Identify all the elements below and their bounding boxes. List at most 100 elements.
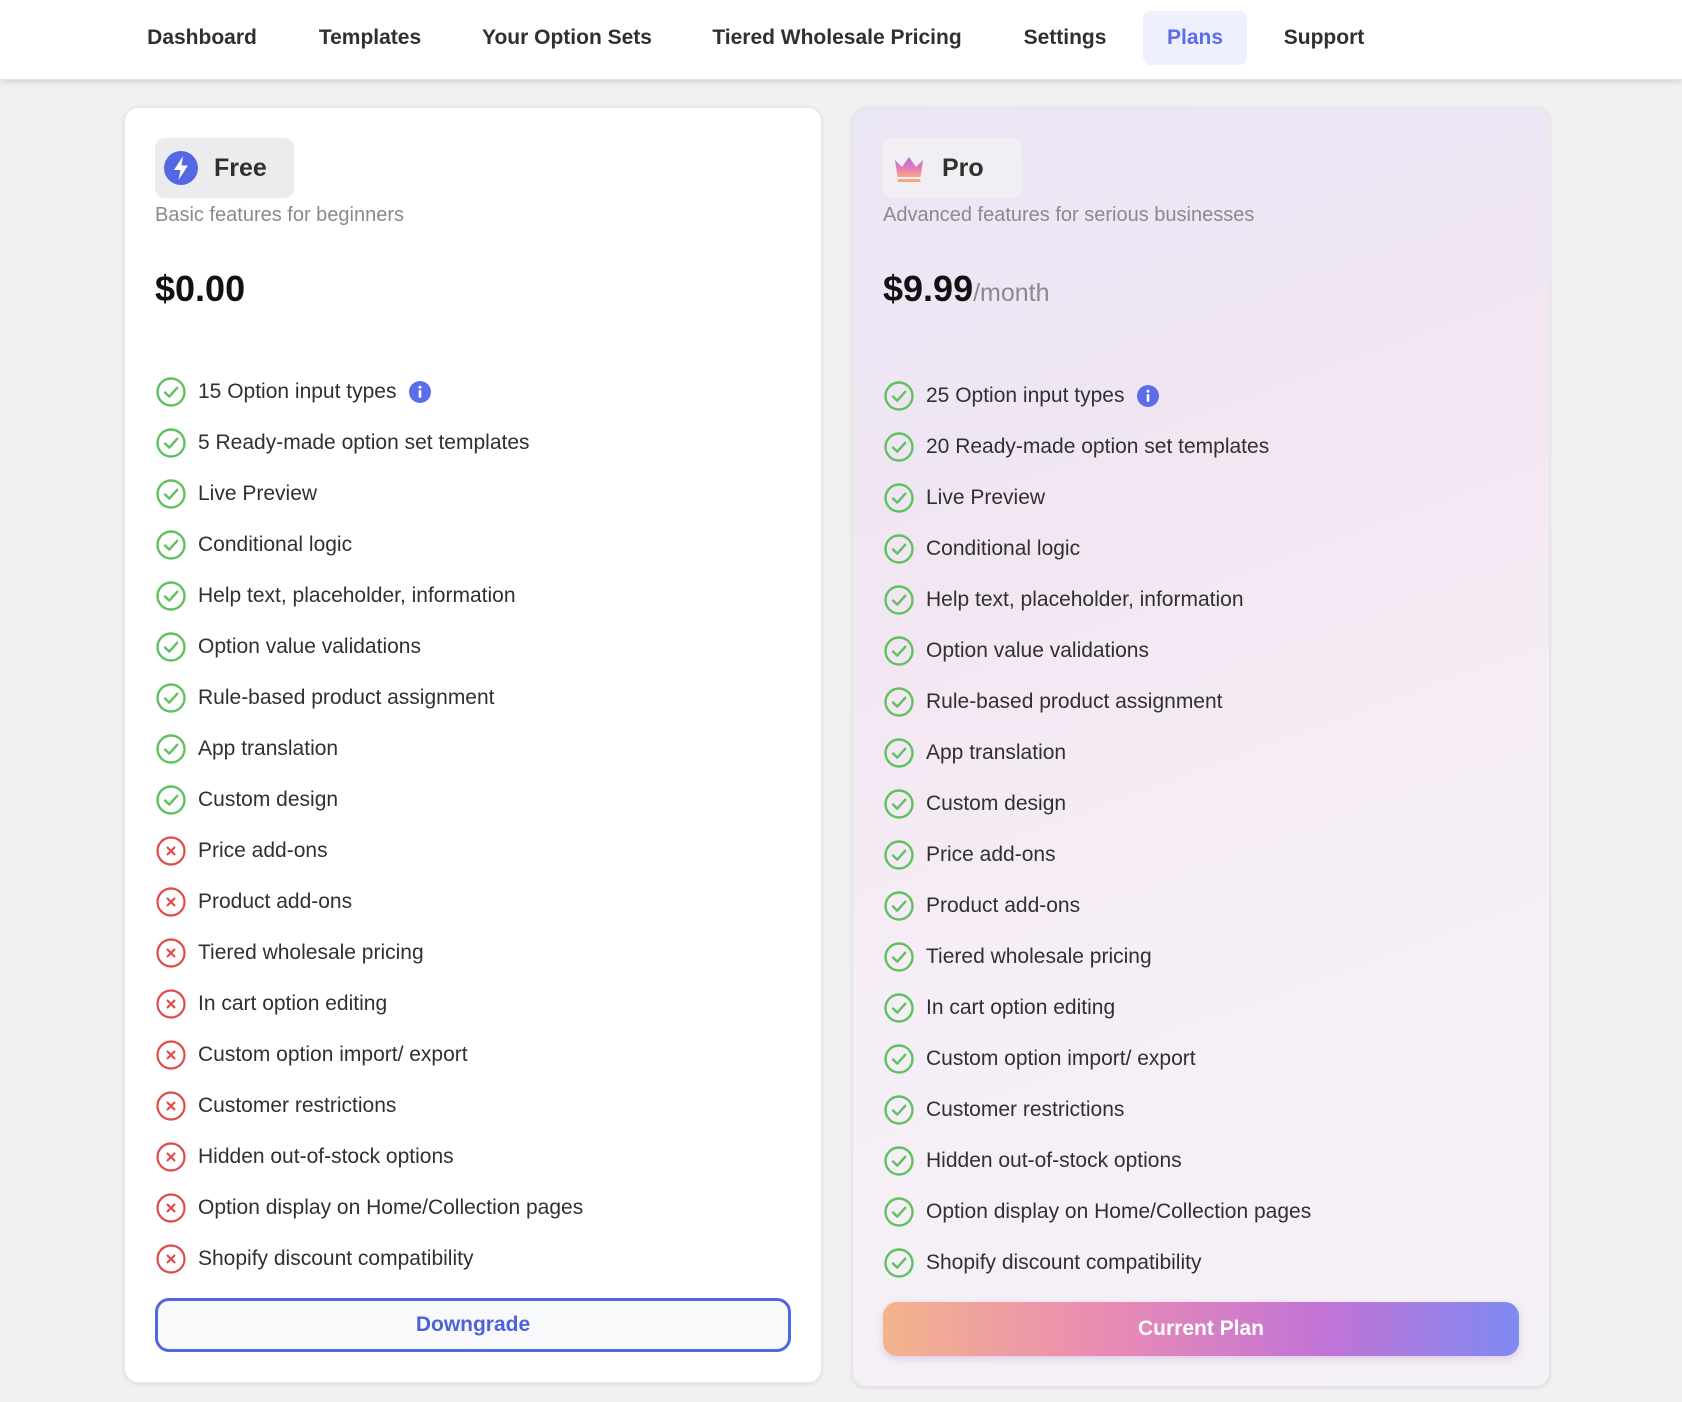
feature-label: Tiered wholesale pricing bbox=[198, 940, 424, 964]
feature-label: Option value validations bbox=[198, 634, 421, 658]
info-icon[interactable] bbox=[1136, 384, 1160, 408]
tab-support[interactable]: Support bbox=[1283, 26, 1365, 49]
x-circle-icon bbox=[156, 1141, 186, 1172]
tab-plans[interactable]: Plans bbox=[1143, 11, 1247, 65]
feature-item: Option display on Home/Collection pages bbox=[155, 1182, 583, 1233]
check-circle-icon bbox=[884, 584, 914, 615]
check-circle-icon bbox=[884, 1043, 914, 1074]
free-plan-name: Free bbox=[214, 153, 267, 182]
feature-item: Conditional logic bbox=[155, 519, 583, 570]
check-circle-icon bbox=[156, 682, 186, 713]
check-circle-icon bbox=[884, 1196, 914, 1227]
feature-item: Help text, placeholder, information bbox=[883, 574, 1311, 625]
feature-label: Help text, placeholder, information bbox=[926, 587, 1244, 611]
feature-item: Customer restrictions bbox=[883, 1084, 1311, 1135]
feature-item: Shopify discount compatibility bbox=[883, 1237, 1311, 1288]
feature-item: Option display on Home/Collection pages bbox=[883, 1186, 1311, 1237]
lightning-icon bbox=[164, 151, 198, 185]
pro-price-amount: $9.99 bbox=[883, 268, 974, 309]
pro-plan-name: Pro bbox=[942, 153, 984, 182]
check-circle-icon bbox=[156, 631, 186, 662]
feature-label: Price add-ons bbox=[198, 838, 328, 862]
feature-label: Tiered wholesale pricing bbox=[926, 944, 1152, 968]
check-circle-icon bbox=[156, 427, 186, 458]
tab-templates[interactable]: Templates bbox=[318, 26, 422, 49]
crown-icon bbox=[895, 157, 923, 182]
feature-label: Product add-ons bbox=[926, 893, 1081, 917]
pro-plan-chip: Pro bbox=[883, 138, 1022, 198]
feature-item: Custom option import/ export bbox=[155, 1029, 583, 1080]
free-plan-card: Free Basic features for beginners $0.00 … bbox=[124, 107, 822, 1383]
check-circle-icon bbox=[156, 784, 186, 815]
feature-label: Option value validations bbox=[926, 638, 1149, 662]
feature-label: Custom design bbox=[198, 787, 339, 811]
feature-item: Custom design bbox=[155, 774, 583, 825]
feature-item: Tiered wholesale pricing bbox=[883, 931, 1311, 982]
check-circle-icon bbox=[884, 1094, 914, 1125]
feature-item: 25 Option input types bbox=[883, 370, 1311, 421]
current-plan-button[interactable]: Current Plan bbox=[883, 1302, 1519, 1356]
feature-label: App translation bbox=[926, 740, 1067, 764]
feature-item: Option value validations bbox=[883, 625, 1311, 676]
feature-item: App translation bbox=[155, 723, 583, 774]
pro-plan-price: $9.99/month bbox=[883, 268, 1050, 310]
tab-your-option-sets[interactable]: Your Option Sets bbox=[482, 26, 652, 49]
feature-label: Hidden out-of-stock options bbox=[198, 1144, 454, 1168]
feature-item: Rule-based product assignment bbox=[883, 676, 1311, 727]
check-circle-icon bbox=[156, 580, 186, 611]
feature-item: 15 Option input types bbox=[155, 366, 583, 417]
x-circle-icon bbox=[156, 886, 186, 917]
x-circle-icon bbox=[156, 1090, 186, 1121]
feature-item: Custom option import/ export bbox=[883, 1033, 1311, 1084]
feature-item: Custom design bbox=[883, 778, 1311, 829]
x-circle-icon bbox=[156, 1192, 186, 1223]
feature-label: 25 Option input types bbox=[926, 383, 1125, 407]
feature-label: Custom option import/ export bbox=[926, 1046, 1196, 1070]
tab-dashboard[interactable]: Dashboard bbox=[147, 26, 257, 49]
free-feature-list: 15 Option input types 5 Ready-made option… bbox=[155, 366, 583, 1284]
feature-label: Custom design bbox=[926, 791, 1067, 815]
feature-item: 20 Ready-made option set templates bbox=[883, 421, 1311, 472]
feature-item: Price add-ons bbox=[155, 825, 583, 876]
check-circle-icon bbox=[884, 941, 914, 972]
check-circle-icon bbox=[156, 529, 186, 560]
check-circle-icon bbox=[884, 482, 914, 513]
feature-item: Shopify discount compatibility bbox=[155, 1233, 583, 1284]
feature-label: 15 Option input types bbox=[198, 379, 397, 403]
free-plan-chip: Free bbox=[155, 138, 294, 198]
x-circle-icon bbox=[156, 988, 186, 1019]
feature-item: Help text, placeholder, information bbox=[155, 570, 583, 621]
feature-label: Help text, placeholder, information bbox=[198, 583, 516, 607]
check-circle-icon bbox=[156, 478, 186, 509]
pro-plan-subtitle: Advanced features for serious businesses bbox=[883, 204, 1255, 226]
feature-label: Shopify discount compatibility bbox=[926, 1250, 1202, 1274]
downgrade-button[interactable]: Downgrade bbox=[155, 1298, 791, 1352]
feature-label: Shopify discount compatibility bbox=[198, 1246, 474, 1270]
free-plan-price: $0.00 bbox=[155, 268, 245, 310]
check-circle-icon bbox=[884, 890, 914, 921]
check-circle-icon bbox=[884, 788, 914, 819]
check-circle-icon bbox=[884, 992, 914, 1023]
feature-label: Rule-based product assignment bbox=[198, 685, 495, 709]
tab-settings[interactable]: Settings bbox=[1023, 26, 1107, 49]
check-circle-icon bbox=[884, 635, 914, 666]
feature-item: Option value validations bbox=[155, 621, 583, 672]
tab-tiered-wholesale-pricing[interactable]: Tiered Wholesale Pricing bbox=[712, 26, 962, 49]
feature-label: Hidden out-of-stock options bbox=[926, 1148, 1182, 1172]
x-circle-icon bbox=[156, 835, 186, 866]
check-circle-icon bbox=[884, 1247, 914, 1278]
feature-item: Hidden out-of-stock options bbox=[883, 1135, 1311, 1186]
free-plan-subtitle: Basic features for beginners bbox=[155, 204, 405, 226]
feature-item: App translation bbox=[883, 727, 1311, 778]
feature-item: In cart option editing bbox=[155, 978, 583, 1029]
check-circle-icon bbox=[884, 686, 914, 717]
free-price-amount: $0.00 bbox=[155, 268, 246, 309]
info-icon[interactable] bbox=[408, 380, 432, 404]
top-navigation: Dashboard Templates Your Option Sets Tie… bbox=[0, 0, 1682, 80]
feature-item: Tiered wholesale pricing bbox=[155, 927, 583, 978]
feature-item: Live Preview bbox=[883, 472, 1311, 523]
feature-item: Price add-ons bbox=[883, 829, 1311, 880]
feature-item: Live Preview bbox=[155, 468, 583, 519]
x-circle-icon bbox=[156, 937, 186, 968]
feature-item: Conditional logic bbox=[883, 523, 1311, 574]
